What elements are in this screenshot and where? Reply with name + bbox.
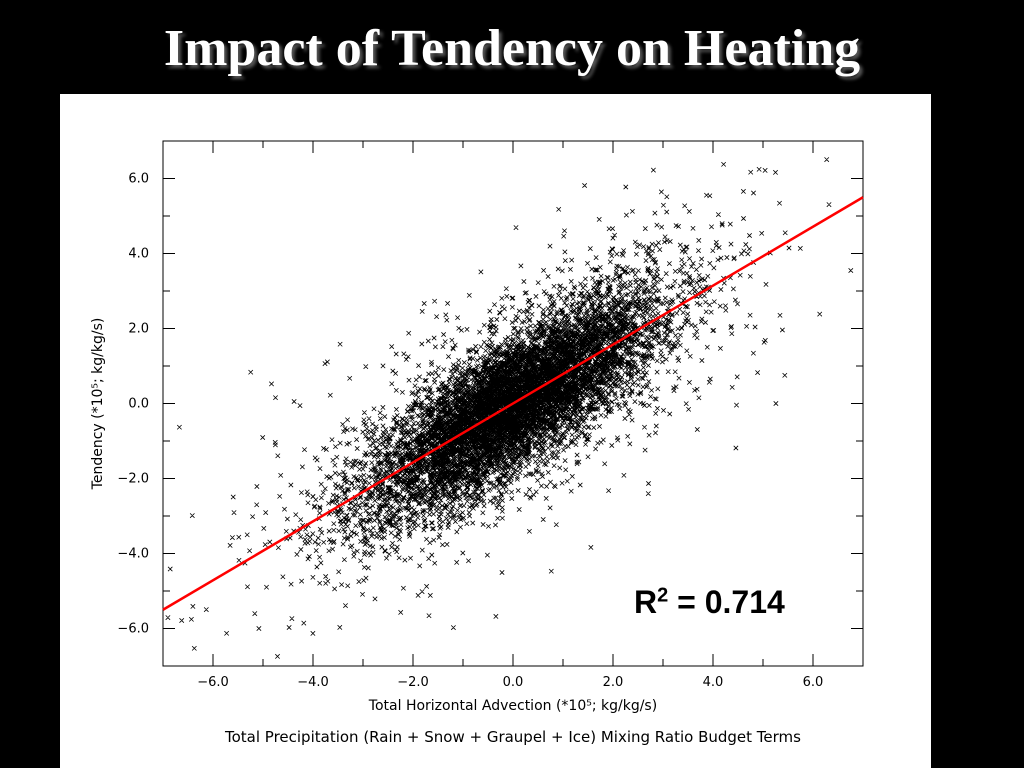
x-tick-label: −4.0	[297, 675, 329, 690]
x-tick-label: 6.0	[803, 675, 824, 690]
x-tick-label: −2.0	[397, 675, 429, 690]
x-tick-label: 4.0	[703, 675, 724, 690]
x-tick-label: 0.0	[503, 675, 524, 690]
x-tick-label: 2.0	[603, 675, 624, 690]
axis-ticks: −6.0 −4.0 −2.0 0.0 2.0 4.0 6.0 −6.0 −4.0 −2.0 0.0 2…	[117, 140, 864, 690]
y-tick-label: 2.0	[128, 322, 149, 337]
r-squared-label: R2 = 0.714	[634, 584, 785, 621]
y-tick-label: 0.0	[128, 397, 149, 412]
y-tick-label: −6.0	[117, 622, 149, 637]
y-tick-label: −4.0	[117, 547, 149, 562]
r2-exponent: 2	[657, 584, 669, 607]
scatter-point-markers	[165, 157, 854, 659]
scatter-chart: −6.0 −4.0 −2.0 0.0 2.0 4.0 6.0 −6.0 −4.0 −2.0 0.0 2…	[90, 140, 864, 746]
x-tick-label: −6.0	[197, 675, 229, 690]
y-tick-label: 4.0	[128, 247, 149, 262]
y-axis-label: Tendency (*10⁵; kg/kg/s)	[90, 318, 106, 491]
chart-panel: −6.0 −4.0 −2.0 0.0 2.0 4.0 6.0 −6.0 −4.0 −2.0 0.0 2…	[60, 94, 931, 768]
slide-title: Impact of Tendency on Heating	[163, 20, 861, 77]
x-axis-label: Total Horizontal Advection (*10⁵; kg/kg/…	[368, 698, 657, 714]
r2-value: = 0.714	[668, 584, 785, 620]
chart-title: Total Precipitation (Rain + Snow + Graup…	[224, 728, 801, 746]
y-tick-label: 6.0	[128, 172, 149, 187]
y-tick-label: −2.0	[117, 472, 149, 487]
regression-line	[162, 196, 864, 611]
r2-symbol: R	[634, 584, 658, 620]
scatter-points	[165, 157, 854, 659]
